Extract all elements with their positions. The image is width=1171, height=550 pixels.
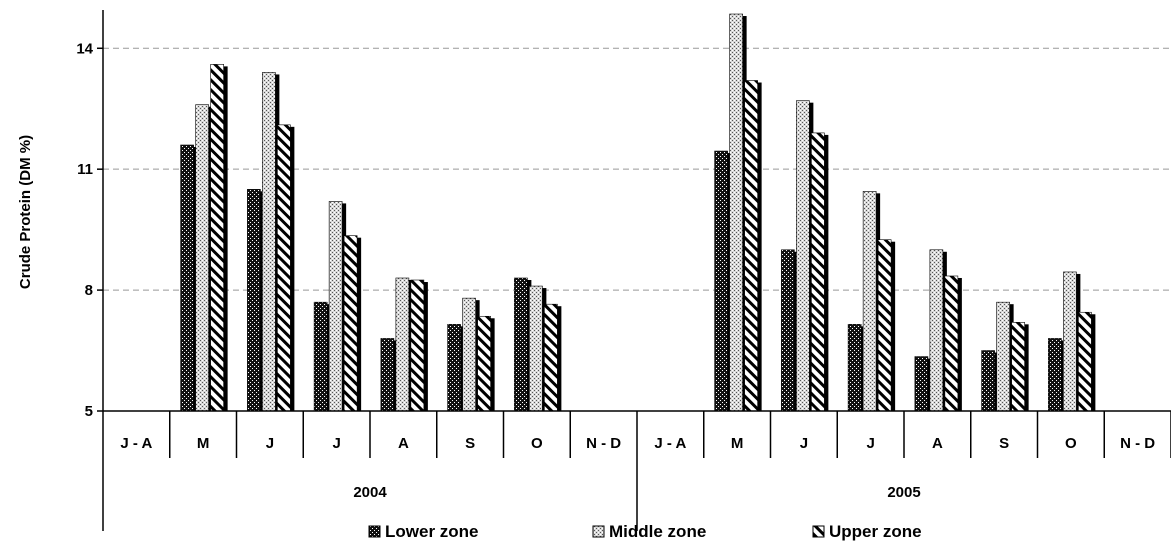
bar-middle-zone [529,285,543,412]
bar-upper-zone [277,124,291,412]
legend: Lower zone Middle zone Upper zone [368,522,922,541]
bar-middle-zone [862,191,877,412]
x-tick-label: J [866,435,874,452]
bar-upper-zone [343,235,358,412]
group-label: 2004 [353,484,387,501]
y-tick-label: 11 [77,161,93,178]
bar-lower-zone [380,338,395,412]
legend-label: Lower zone [385,522,479,541]
legend-swatch [812,525,825,538]
bar-upper-zone [877,239,892,412]
x-tick-label: J [332,435,340,452]
bar-lower-zone [1048,338,1062,412]
x-tick-label: S [465,435,475,452]
y-tick-label: 14 [76,40,93,57]
bar-upper-zone [1011,322,1025,412]
bar-middle-zone [1063,271,1077,412]
bar-upper-zone [410,279,425,412]
y-axis-label: Crude Protein (DM %) [17,135,34,289]
bars [180,13,1096,412]
x-tick-label: J [266,435,274,452]
bar-upper-zone [544,303,558,412]
x-tick-label: M [197,435,210,452]
bar-upper-zone [210,64,224,412]
bar-lower-zone [847,324,862,412]
bar-middle-zone [395,277,410,412]
y-tick-label: 8 [85,282,93,299]
x-tick-label: N - D [586,435,621,452]
group-label: 2005 [887,484,920,501]
bar-lower-zone [981,350,995,412]
bar-middle-zone [729,13,743,412]
bar-lower-zone [447,324,461,412]
x-tick-label: A [932,435,943,452]
bar-lower-zone [514,277,528,412]
x-tick-label: S [999,435,1009,452]
bar-middle-zone [195,104,209,412]
bar-middle-zone [328,201,343,412]
legend-swatch [592,525,605,538]
bar-upper-zone [1078,311,1092,412]
bar-lower-zone [313,301,328,412]
bar-middle-zone [996,301,1010,412]
legend-swatch [368,525,381,538]
bar-lower-zone [714,150,728,412]
bar-middle-zone [796,100,810,412]
gridlines [103,47,1171,291]
axes: 5 8 11 14 J - A M J J A S O N - D 2004 J - A M J J A S O N -… [76,10,1171,531]
bar-upper-zone [477,315,491,412]
legend-label: Upper zone [829,522,922,541]
y-tick-label: 5 [85,403,93,420]
bar-lower-zone [180,144,194,412]
x-tick-label: J - A [120,435,152,452]
x-tick-label: O [1065,435,1077,452]
x-tick-label: J [800,435,808,452]
bar-middle-zone [929,249,944,412]
bar-upper-zone [944,275,959,412]
bar-middle-zone [462,297,476,412]
bar-upper-zone [744,80,758,412]
x-tick-label: O [531,435,543,452]
bar-upper-zone [811,132,825,412]
x-tick-label: N - D [1120,435,1155,452]
legend-label: Middle zone [609,522,706,541]
bar-middle-zone [262,72,276,412]
bar-lower-zone [781,249,795,412]
x-tick-label: M [731,435,744,452]
x-tick-label: J - A [654,435,686,452]
bar-lower-zone [914,356,929,412]
x-tick-label: A [398,435,409,452]
bar-lower-zone [247,189,261,412]
